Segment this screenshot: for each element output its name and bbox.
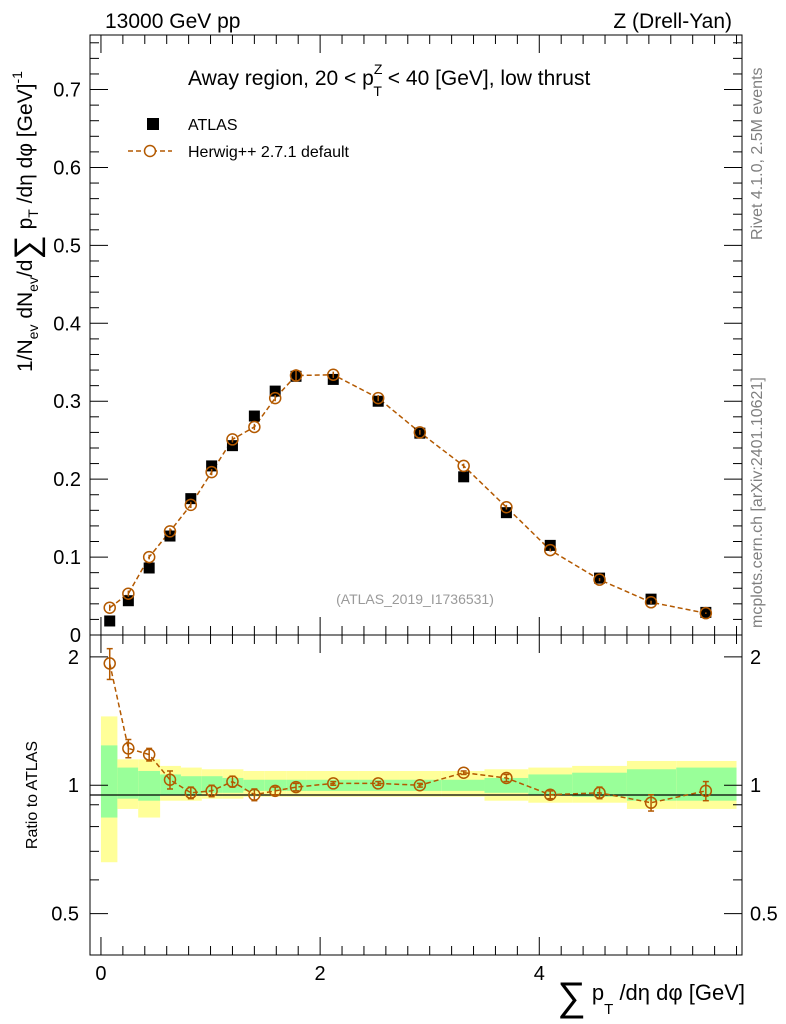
mcplots-label: mcplots.cern.ch [arXiv:2401.10621] <box>749 377 766 628</box>
legend-atlas-marker <box>147 118 159 130</box>
x-tick-label: 2 <box>315 963 326 985</box>
atlas-point <box>645 593 657 605</box>
atlas-point <box>164 530 176 542</box>
ratio-point <box>371 777 385 790</box>
stat-uncertainty-band <box>117 767 139 799</box>
analysis-id: (ATLAS_2019_I1736531) <box>336 591 494 607</box>
herwig-point <box>142 550 156 564</box>
herwig-curve <box>109 373 706 614</box>
herwig-point <box>122 587 135 600</box>
x-axis-label: ∑ pT /dη dφ [GeV] <box>557 975 745 1019</box>
ratio-point <box>543 788 557 801</box>
stat-uncertainty-band <box>243 779 265 791</box>
herwig-point <box>457 459 470 473</box>
herwig-point <box>268 391 282 405</box>
ratio-tick-label: 2 <box>750 647 761 669</box>
herwig-point <box>327 368 340 381</box>
ratio-point <box>500 771 513 785</box>
herwig-point <box>184 498 198 512</box>
ratio-point <box>413 778 427 792</box>
herwig-point <box>644 596 658 609</box>
y-tick-label: 0 <box>70 625 81 647</box>
ratio-point <box>699 784 713 798</box>
ratio-point <box>226 775 239 788</box>
ratio-point <box>184 786 198 800</box>
legend-herwig-label: Herwig++ 2.7.1 default <box>188 144 350 161</box>
atlas-point <box>122 595 134 607</box>
process-label: Z (Drell-Yan) <box>613 10 732 33</box>
herwig-point <box>413 426 427 439</box>
atlas-point <box>458 471 470 483</box>
herwig-point <box>543 543 557 557</box>
energy-label: 13000 GeV pp <box>105 10 240 33</box>
herwig-point <box>205 465 218 479</box>
x-tick-label: 0 <box>95 963 106 985</box>
ratio-tick-label: 2 <box>68 647 79 669</box>
ratio-point <box>289 780 303 794</box>
herwig-point <box>371 391 385 405</box>
stat-uncertainty-band <box>528 774 573 795</box>
ratio-point <box>103 657 116 670</box>
ratio-point <box>205 784 218 798</box>
y-tick-label: 0.1 <box>53 547 81 569</box>
ratio-y-label: Ratio to ATLAS <box>24 741 41 849</box>
ratio-point <box>142 748 156 761</box>
ratio-point <box>122 742 135 755</box>
ratio-uncertainty-bands <box>100 716 737 863</box>
stat-uncertainty-band <box>441 779 485 791</box>
atlas-point <box>327 373 339 385</box>
herwig-point <box>289 369 303 382</box>
ratio-point <box>327 777 340 790</box>
x-tick-label: 4 <box>534 963 545 985</box>
y-tick-label: 0.3 <box>53 391 81 413</box>
ratio-tick-label: 0.5 <box>51 904 79 926</box>
y-tick-label: 0.7 <box>53 80 81 102</box>
herwig-point <box>593 573 606 586</box>
y-axis-label: 1/Nev dNev/d∑ pT /dη dφ [GeV]-1 <box>8 71 46 372</box>
ratio-tick-label: 0.5 <box>750 904 778 926</box>
y-tick-label: 0.5 <box>53 235 81 257</box>
ratio-point <box>163 773 177 787</box>
stat-uncertainty-band <box>138 770 161 801</box>
stat-uncertainty-band <box>100 745 118 818</box>
atlas-point <box>104 615 116 627</box>
ratio-point <box>593 786 606 800</box>
herwig-point <box>500 500 513 514</box>
ratio-point <box>248 788 261 801</box>
svg-text:1/Nev dNev/d∑ pT /dη dφ [GeV]: 1/Nev dNev/d∑ pT /dη dφ [GeV]-1 <box>8 71 46 372</box>
rivet-label: Rivet 4.1.0, 2.5M events <box>749 67 766 240</box>
atlas-point <box>544 539 556 551</box>
herwig-point <box>163 525 177 538</box>
data-points <box>103 368 713 812</box>
ratio-tick-label: 1 <box>750 775 761 797</box>
herwig-point <box>226 433 239 446</box>
ratio-tick-label: 1 <box>68 775 79 797</box>
ratio-point <box>644 796 658 809</box>
herwig-point <box>103 601 116 614</box>
axis-ticks: 00.10.20.30.40.50.60.70 2 40.5 0.51 12 2 <box>51 35 778 985</box>
svg-text:∑ pT /dη dφ [GeV]: ∑ pT /dη dφ [GeV] <box>557 975 745 1019</box>
herwig-point <box>248 420 261 434</box>
legend-herwig-marker <box>143 144 157 158</box>
ratio-point <box>457 766 470 779</box>
atlas-point <box>248 410 260 422</box>
atlas-point <box>269 385 281 397</box>
chart-title: Away region, 20 < pZ T < 40 [GeV], low th… <box>188 61 590 99</box>
ratio-point <box>268 784 282 798</box>
legend-atlas-label: ATLAS <box>188 117 238 134</box>
y-tick-label: 0.4 <box>53 313 81 335</box>
y-tick-label: 0.2 <box>53 469 81 491</box>
stat-uncertainty-band <box>484 777 529 793</box>
y-tick-label: 0.6 <box>53 157 81 179</box>
stat-uncertainty-band <box>572 772 627 797</box>
atlas-point <box>143 562 155 574</box>
herwig-point <box>699 606 713 620</box>
